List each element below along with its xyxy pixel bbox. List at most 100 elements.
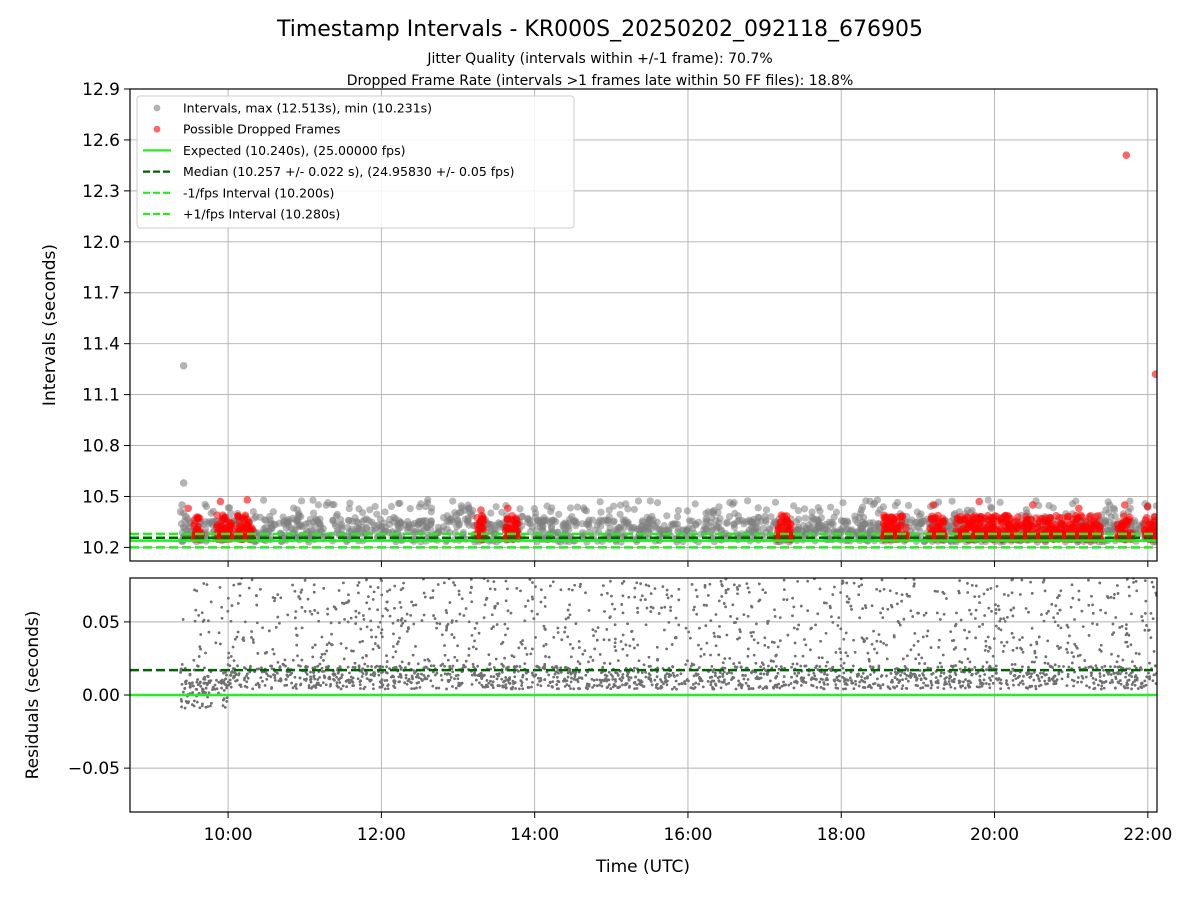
residual-point	[919, 678, 923, 682]
residual-point	[217, 691, 220, 695]
residual-point	[692, 608, 696, 612]
residual-point	[813, 674, 817, 678]
residual-point	[245, 680, 249, 684]
residual-point	[219, 642, 222, 646]
residual-point	[1060, 677, 1064, 681]
residual-point	[226, 680, 230, 684]
residual-point	[844, 631, 848, 635]
residual-point	[500, 677, 504, 681]
residual-point	[378, 680, 382, 684]
residual-point	[924, 684, 928, 687]
dropped-frame-point	[952, 519, 961, 528]
residual-point	[933, 589, 937, 593]
interval-point	[464, 501, 472, 509]
residual-point	[1116, 654, 1120, 658]
residual-point	[310, 612, 314, 616]
residual-point	[749, 631, 753, 635]
residual-point	[508, 682, 512, 685]
residual-point	[869, 673, 872, 677]
residual-point	[555, 675, 559, 679]
interval-point	[1101, 517, 1110, 526]
residual-point	[394, 666, 398, 669]
residual-point	[1022, 674, 1025, 678]
residual-point	[719, 579, 723, 583]
residual-point	[768, 679, 772, 683]
dropped-frame-outlier-point	[216, 497, 225, 506]
interval-point	[725, 513, 734, 521]
interval-point	[808, 508, 816, 516]
residual-point	[376, 586, 380, 589]
residual-point	[577, 639, 581, 643]
residual-point	[912, 578, 916, 581]
residual-point	[741, 673, 745, 677]
residual-point	[881, 607, 885, 610]
residual-point	[547, 655, 551, 659]
dropped-frame-outlier-point	[243, 496, 252, 504]
residual-point	[665, 593, 669, 597]
residual-point	[656, 687, 660, 690]
residual-point	[313, 609, 317, 612]
residual-point	[291, 583, 294, 587]
residual-point	[583, 649, 587, 653]
interval-point	[812, 529, 820, 537]
residual-point	[1121, 658, 1125, 662]
residual-point	[229, 619, 233, 623]
interval-point	[825, 518, 833, 526]
residual-point	[994, 603, 997, 607]
residual-point	[830, 615, 833, 618]
residual-point	[403, 619, 407, 623]
residual-point	[683, 680, 686, 683]
residual-point	[742, 677, 746, 681]
interval-point	[874, 509, 882, 517]
residual-point	[699, 647, 703, 651]
residual-point	[251, 638, 255, 642]
residual-point	[415, 681, 419, 685]
residual-point	[1030, 591, 1034, 595]
residual-point	[730, 671, 733, 675]
residual-point	[988, 676, 991, 680]
residual-point	[592, 683, 596, 687]
residual-point	[877, 664, 881, 668]
residual-point	[591, 686, 594, 689]
residual-point	[1073, 642, 1077, 646]
residual-point	[633, 687, 636, 691]
residual-point	[935, 611, 939, 615]
interval-point	[701, 523, 709, 531]
residual-point	[1087, 578, 1090, 582]
interval-outlier-point	[178, 501, 186, 509]
residual-point	[503, 656, 506, 660]
interval-point	[465, 508, 474, 516]
residual-point	[791, 596, 795, 600]
residual-point	[1119, 682, 1123, 686]
residual-point	[998, 619, 1002, 623]
residual-point	[339, 642, 343, 646]
residual-point	[994, 664, 998, 668]
residual-point	[879, 611, 883, 615]
residual-point	[857, 593, 861, 597]
residual-point	[1109, 595, 1113, 599]
residual-point	[454, 686, 458, 690]
residual-point	[365, 578, 368, 582]
residual-point	[740, 686, 744, 690]
residual-point	[399, 666, 403, 670]
interval-point	[464, 517, 472, 525]
residual-point	[616, 659, 620, 662]
residual-point	[1067, 665, 1071, 669]
residual-point	[674, 679, 678, 683]
residual-point	[1027, 672, 1031, 675]
residual-point	[214, 641, 218, 645]
residual-point	[980, 684, 984, 688]
residual-point	[977, 595, 981, 598]
residual-point	[519, 640, 523, 644]
residual-point	[1091, 676, 1095, 680]
residual-point	[491, 686, 495, 690]
residual-point	[1134, 579, 1138, 583]
residual-point	[600, 593, 604, 597]
residual-point	[1047, 676, 1051, 680]
residual-point	[840, 582, 844, 585]
residual-point	[361, 656, 365, 660]
residual-point	[958, 667, 962, 671]
residual-point	[1130, 687, 1133, 691]
residual-point	[245, 674, 248, 678]
residual-point	[632, 681, 636, 685]
